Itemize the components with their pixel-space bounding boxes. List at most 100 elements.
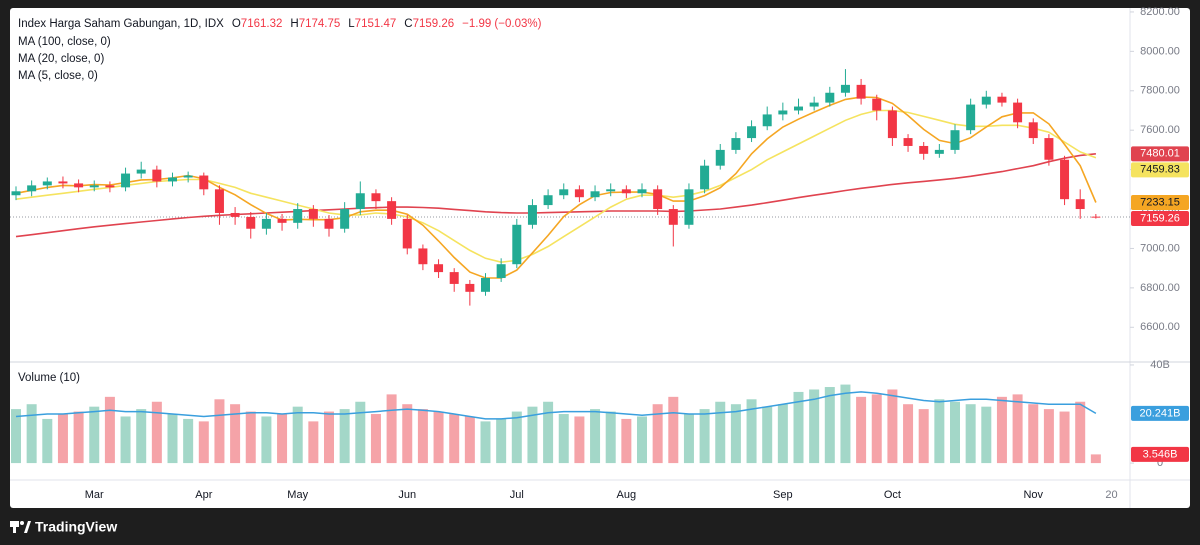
volume-bar: [89, 406, 100, 464]
volume-bar: [965, 404, 976, 464]
ma-line: [15, 153, 1096, 238]
candle-body: [434, 264, 444, 273]
candle-body: [997, 96, 1007, 103]
volume-tag: [1131, 446, 1189, 462]
candle-body: [950, 130, 960, 150]
volume-tag-label: 3.546B: [1143, 448, 1178, 460]
volume-bar: [464, 416, 475, 464]
candle-body: [778, 110, 788, 115]
candle-body: [214, 189, 224, 213]
volume-bar: [167, 414, 178, 464]
volume-bar: [1090, 454, 1101, 464]
candle-body: [465, 283, 475, 292]
candle-body: [277, 218, 287, 223]
volume-bar: [151, 401, 162, 464]
candle-body: [230, 212, 240, 217]
candle-body: [136, 169, 146, 174]
candle-body: [574, 189, 584, 198]
candle-body: [152, 169, 162, 182]
volume-legend: Volume (10): [18, 372, 80, 384]
candle-body: [903, 138, 913, 146]
ohlc-key: O: [232, 18, 241, 30]
x-tick-label: Sep: [773, 489, 793, 501]
candle-body: [934, 149, 944, 154]
volume-bar: [746, 399, 757, 464]
volume-bar: [104, 396, 115, 464]
candle-body: [731, 138, 741, 150]
candle-body: [1028, 122, 1038, 139]
candle-body: [121, 173, 131, 188]
candle-body: [543, 195, 553, 206]
volume-bar: [1012, 394, 1023, 464]
volume-bar: [417, 409, 428, 464]
volume-bar: [198, 421, 209, 464]
x-tick-label: Jun: [398, 489, 416, 501]
volume-bar: [11, 409, 21, 464]
volume-bar: [996, 396, 1007, 464]
volume-tag-label: 20.241B: [1140, 407, 1181, 419]
candle-body: [794, 106, 803, 111]
volume-bar: [245, 411, 256, 464]
volume-bar: [183, 418, 194, 464]
volume-bar: [480, 421, 491, 464]
volume-bar: [668, 396, 679, 464]
candle-body: [762, 114, 772, 127]
candle-body: [418, 248, 428, 265]
candle-body: [183, 175, 193, 178]
volume-bar: [308, 421, 319, 464]
candle-body: [27, 185, 37, 192]
legend-title: Index Harga Saham Gabungan, 1D, IDX O7161…: [18, 18, 542, 30]
candle-body: [809, 102, 819, 107]
legend-entry: MA (100, close, 0): [18, 36, 111, 48]
candle-body: [872, 98, 882, 111]
price-tag: [1131, 194, 1189, 210]
volume-bar: [809, 389, 820, 464]
volume-bar: [558, 414, 569, 464]
volume-bar: [777, 404, 788, 464]
volume-bar: [324, 411, 334, 464]
candle-body: [1075, 199, 1085, 210]
volume-tag: [1131, 405, 1189, 421]
x-tick-label: Oct: [884, 489, 901, 501]
volume-bar: [120, 416, 131, 464]
price-tag-label: 7233.15: [1140, 196, 1180, 208]
y-tick-label: 7600.00: [1140, 124, 1180, 136]
candle-body: [58, 181, 68, 184]
candle-body: [1060, 159, 1070, 200]
volume-bar: [261, 416, 272, 464]
price-tag: [1131, 162, 1189, 178]
volume-bar: [136, 409, 147, 464]
candle-body: [74, 183, 84, 188]
candle-body: [481, 278, 490, 292]
volume-bar: [527, 406, 538, 464]
volume-bar: [590, 409, 601, 464]
candle-body: [981, 96, 991, 105]
candle-body: [168, 177, 177, 182]
volume-bar: [918, 409, 929, 464]
y-tick-label: 6800.00: [1140, 282, 1180, 294]
volume-bar: [402, 404, 413, 464]
volume-bar: [637, 416, 647, 464]
volume-bar: [605, 411, 616, 464]
volume-bar: [386, 394, 397, 464]
volume-bar: [683, 414, 694, 464]
volume-bar: [370, 414, 381, 464]
candle-body: [496, 264, 506, 279]
candle-body: [340, 209, 350, 229]
candle-body: [246, 216, 256, 229]
volume-ma-line: [15, 391, 1097, 420]
volume-bar: [1075, 401, 1086, 464]
x-tick-label: Apr: [195, 489, 212, 501]
volume-bar: [1059, 411, 1070, 464]
candle-body: [590, 191, 600, 198]
volume-tick-label: 0: [1157, 457, 1163, 469]
legend-entry: MA (5, close, 0): [18, 70, 98, 82]
candle-body: [559, 189, 569, 196]
volume-bar: [292, 406, 303, 464]
candle-body: [1013, 102, 1023, 123]
volume-bar: [73, 411, 84, 464]
volume-bar: [762, 406, 773, 464]
volume-bar: [42, 418, 53, 464]
ma-line: [15, 96, 1097, 279]
